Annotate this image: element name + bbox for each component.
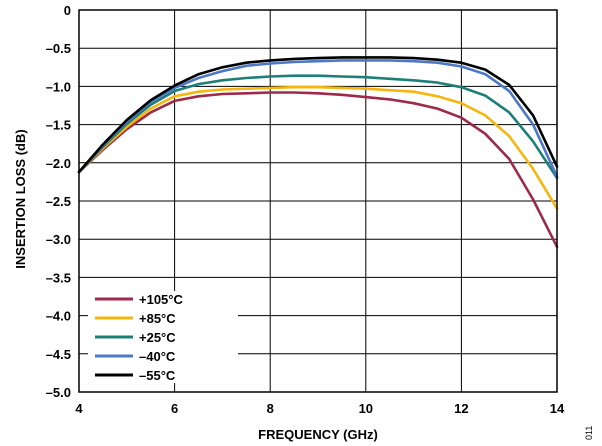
series-line-40c — [77, 59, 559, 178]
y-tick-label: –1.0 — [46, 79, 71, 94]
series-line-55c — [77, 56, 559, 174]
y-tick-label: –3.5 — [46, 270, 71, 285]
y-tick-label: –4.5 — [46, 347, 71, 362]
x-tick-label: 6 — [171, 401, 178, 416]
y-tick-label: –0.5 — [46, 41, 71, 56]
y-axis-ticks: 0 –0.5 –1.0 –1.5 –2.0 –2.5 –3.0 –3.5 –4.0 –4.5 –5.… — [46, 3, 71, 400]
x-axis-ticks: 4 6 8 10 12 14 — [75, 401, 565, 416]
y-axis-title: INSERTION LOSS (dB) — [13, 129, 28, 268]
y-tick-label: –3.0 — [46, 232, 71, 247]
y-tick-label: –5.0 — [46, 385, 71, 400]
x-axis-title: FREQUENCY (GHz) — [258, 427, 378, 442]
plot-frame — [78, 9, 558, 393]
legend: +105°C +85°C +25°C –40°C –55°C — [95, 292, 183, 383]
x-tick-label: 10 — [359, 401, 373, 416]
x-tick-label: 8 — [267, 401, 274, 416]
y-tick-label: –2.0 — [46, 156, 71, 171]
y-tick-label: –1.5 — [46, 118, 71, 133]
figure-code: 011 — [584, 426, 594, 440]
legend-label: –55°C — [139, 368, 176, 383]
legend-label: +85°C — [139, 311, 176, 326]
series-line-25c — [77, 74, 559, 180]
series-line-85c — [77, 85, 559, 210]
legend-label: –40°C — [139, 349, 176, 364]
legend-label: +25°C — [139, 330, 176, 345]
legend-label: +105°C — [139, 292, 183, 307]
y-tick-label: 0 — [64, 3, 71, 18]
y-tick-label: –4.0 — [46, 309, 71, 324]
y-tick-label: –2.5 — [46, 194, 71, 209]
x-tick-label: 14 — [550, 401, 565, 416]
series-line-105c — [77, 91, 559, 249]
series-lines — [77, 56, 559, 249]
x-tick-label: 12 — [454, 401, 468, 416]
x-tick-label: 4 — [75, 401, 83, 416]
